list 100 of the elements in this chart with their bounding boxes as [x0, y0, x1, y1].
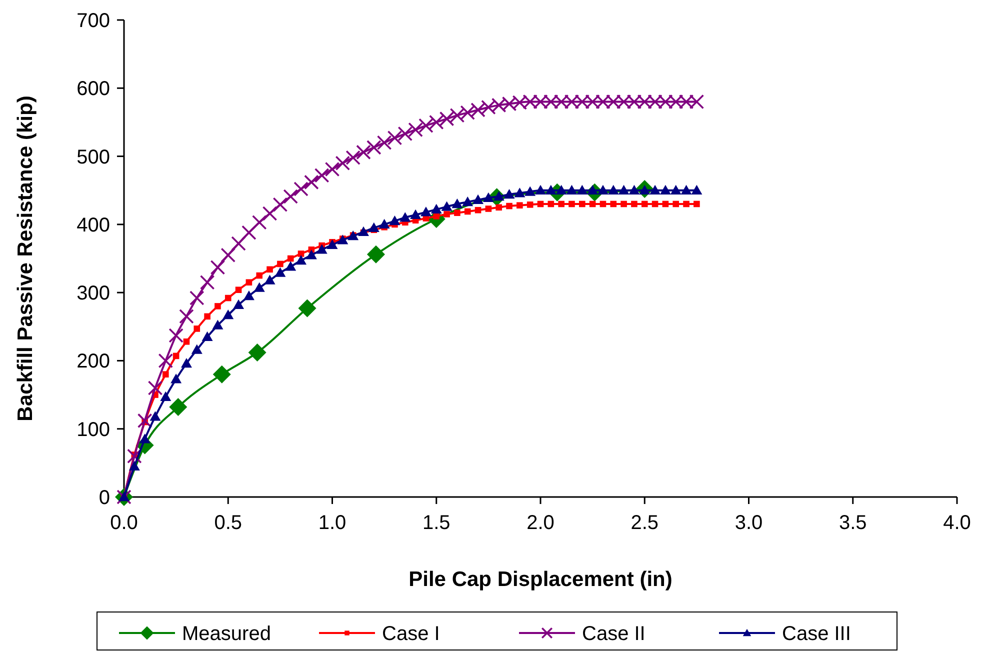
point [158, 353, 174, 368]
point [660, 184, 671, 194]
point [183, 338, 190, 345]
point [485, 206, 492, 212]
point [368, 222, 380, 232]
x-tick-label: 0.5 [214, 512, 242, 534]
y-tick-label: 200 [76, 350, 110, 373]
point [326, 239, 338, 249]
y-tick-label: 600 [76, 78, 110, 100]
point [568, 200, 575, 208]
point [233, 299, 244, 309]
point [439, 111, 454, 126]
point [389, 216, 400, 226]
point [168, 328, 184, 343]
x-tick-label: 2.5 [630, 512, 659, 534]
x-tick-label: 1.5 [422, 512, 450, 534]
point [356, 144, 371, 160]
point [597, 184, 608, 194]
point [441, 201, 452, 211]
point [376, 135, 392, 150]
point [254, 282, 265, 292]
point [170, 374, 182, 384]
point [662, 200, 669, 208]
y-tick-label: 0 [98, 487, 110, 509]
point [366, 245, 385, 264]
point [212, 320, 224, 330]
point [274, 267, 286, 277]
point [162, 371, 169, 378]
point [224, 294, 232, 302]
point [579, 200, 586, 208]
point [222, 310, 234, 320]
point [691, 184, 702, 194]
point [482, 192, 494, 202]
point [618, 184, 630, 194]
point [127, 448, 142, 464]
point [620, 200, 627, 208]
point [548, 200, 554, 208]
y-tick-label: 400 [76, 214, 110, 236]
point [516, 202, 523, 208]
point [179, 309, 194, 324]
point [210, 260, 226, 275]
point [231, 236, 246, 251]
point [189, 290, 204, 306]
point [277, 260, 284, 268]
point [235, 286, 242, 293]
point [214, 303, 221, 310]
point [524, 186, 536, 196]
point [506, 202, 512, 210]
point [285, 261, 296, 271]
point [242, 225, 256, 240]
point [150, 411, 161, 421]
point [462, 196, 474, 206]
point [610, 200, 617, 208]
point [256, 272, 263, 279]
point [346, 150, 360, 166]
x-tick-label: 3.5 [838, 512, 867, 534]
point [180, 358, 192, 368]
point [337, 234, 348, 244]
point [128, 460, 140, 470]
point [454, 210, 460, 216]
point [670, 184, 682, 194]
point [194, 326, 200, 332]
point [148, 380, 163, 396]
point [200, 274, 215, 290]
x-tick-label: 3.0 [734, 512, 763, 534]
point [504, 188, 515, 199]
point [266, 266, 273, 273]
point [608, 184, 619, 194]
point [252, 214, 267, 230]
point [600, 200, 606, 208]
point [418, 118, 434, 134]
point [358, 226, 369, 236]
point [287, 255, 294, 262]
point [474, 206, 482, 214]
point [314, 168, 330, 183]
point [576, 184, 588, 194]
point [694, 200, 700, 208]
point [387, 130, 402, 146]
point [566, 184, 578, 194]
legend-label: Case II [582, 623, 646, 645]
point [650, 184, 661, 194]
point [628, 184, 640, 194]
point [683, 200, 690, 208]
point [283, 189, 298, 204]
point [472, 194, 484, 204]
point [191, 344, 202, 354]
point [169, 398, 188, 416]
point [652, 200, 658, 208]
point [298, 250, 304, 257]
point [631, 200, 638, 208]
point [212, 365, 231, 384]
point [316, 244, 328, 254]
point [306, 250, 317, 260]
point [172, 352, 180, 360]
point [444, 211, 450, 218]
point [324, 162, 340, 177]
x-tick-label: 1.0 [318, 512, 346, 534]
point [204, 313, 210, 320]
x-tick-label: 4.0 [943, 512, 971, 534]
y-tick-label: 500 [76, 146, 110, 168]
